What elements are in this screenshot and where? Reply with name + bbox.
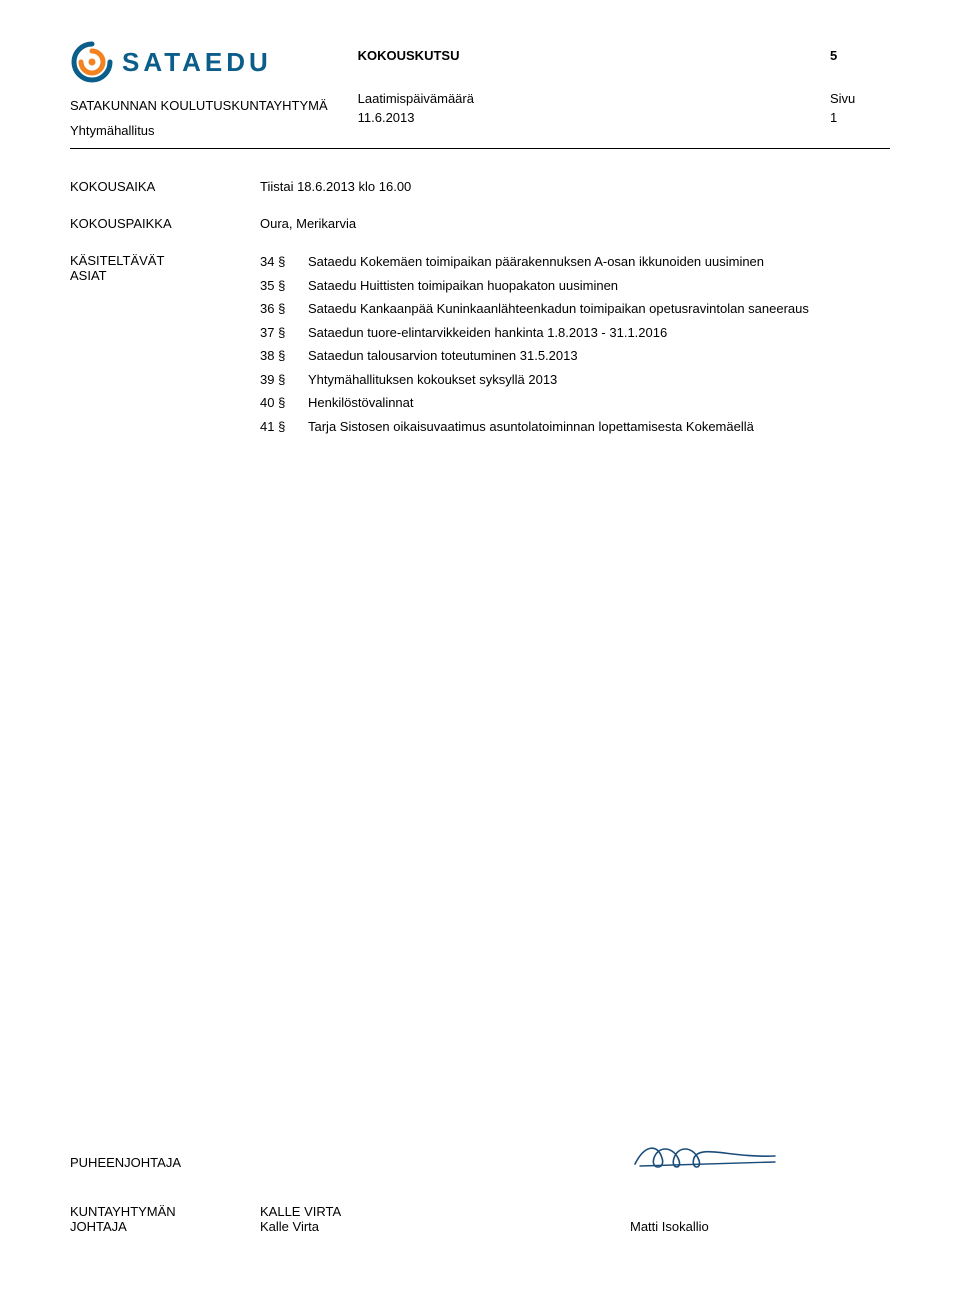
asiat-label-2: ASIAT (70, 268, 260, 283)
footer: PUHEENJOHTAJA KUNTAYHTYMÄN JOHTAJA KALLE… (70, 1155, 890, 1234)
asiat-row: 38 § Sataedun talousarvion toteutuminen … (260, 347, 890, 365)
header-right: KOKOUSKUTSU 5 Laatimispäivämäärä Sivu 11… (358, 40, 890, 125)
header-row-1: KOKOUSKUTSU 5 (358, 48, 890, 63)
right-col: Tiistai 18.6.2013 klo 16.00 Oura, Merika… (260, 179, 890, 441)
asiat-text: Sataedun talousarvion toteutuminen 31.5.… (308, 347, 890, 365)
asiat-num: 35 § (260, 277, 308, 295)
asiat-text: Sataedu Huittisten toimipaikan huopakato… (308, 277, 890, 295)
doc-type: KOKOUSKUTSU (358, 48, 830, 63)
chair-name: Kalle Virta (260, 1219, 630, 1234)
time-value: Tiistai 18.6.2013 klo 16.00 (260, 179, 890, 194)
subunit: Yhtymähallitus (70, 123, 328, 138)
asiat-text: Yhtymähallituksen kokoukset syksyllä 201… (308, 371, 890, 389)
asiat-text: Sataedu Kankaanpää Kuninkaanlähteenkadun… (308, 300, 890, 318)
asiat-num: 38 § (260, 347, 308, 365)
director-name-block: Matti Isokallio (630, 1204, 890, 1234)
place-value: Oura, Merikarvia (260, 216, 890, 231)
director-label-block: KUNTAYHTYMÄN JOHTAJA (70, 1204, 260, 1234)
page-label: Sivu (830, 91, 890, 106)
director-name: Matti Isokallio (630, 1219, 890, 1234)
logo-text: SATAEDU (122, 47, 272, 78)
asiat-num: 36 § (260, 300, 308, 318)
asiat-num: 37 § (260, 324, 308, 342)
footer-row-chair: PUHEENJOHTAJA (70, 1155, 890, 1170)
asiat-row: 36 § Sataedu Kankaanpää Kuninkaanlähteen… (260, 300, 890, 318)
date-value: 11.6.2013 (358, 110, 830, 125)
asiat-row: 39 § Yhtymähallituksen kokoukset syksyll… (260, 371, 890, 389)
asiat-num: 39 § (260, 371, 308, 389)
asiat-text: Sataedun tuore-elintarvikkeiden hankinta… (308, 324, 890, 342)
org-name: SATAKUNNAN KOULUTUSKUNTAYHTYMÄ (70, 98, 328, 113)
director-label-1: KUNTAYHTYMÄN (70, 1204, 260, 1219)
header-row-3: 11.6.2013 1 (358, 110, 890, 125)
logo-swirl-icon (70, 40, 114, 84)
asiat-num: 41 § (260, 418, 308, 436)
asiat-list: 34 § Sataedu Kokemäen toimipaikan päärak… (260, 253, 890, 435)
chair-names: KALLE VIRTA Kalle Virta (260, 1204, 630, 1234)
footer-row-names: KUNTAYHTYMÄN JOHTAJA KALLE VIRTA Kalle V… (70, 1204, 890, 1234)
logo: SATAEDU (70, 40, 328, 84)
asiat-text: Sataedu Kokemäen toimipaikan päärakennuk… (308, 253, 890, 271)
logo-block: SATAEDU SATAKUNNAN KOULUTUSKUNTAYHTYMÄ Y… (70, 40, 328, 138)
date-label: Laatimispäivämäärä (358, 91, 830, 106)
asiat-label-1: KÄSITELTÄVÄT (70, 253, 260, 268)
body-block: KOKOUSAIKA KOKOUSPAIKKA KÄSITELTÄVÄT ASI… (70, 179, 890, 441)
asiat-row: 37 § Sataedun tuore-elintarvikkeiden han… (260, 324, 890, 342)
time-label: KOKOUSAIKA (70, 179, 260, 194)
signature-icon (630, 1136, 780, 1176)
asiat-num: 34 § (260, 253, 308, 271)
left-col: KOKOUSAIKA KOKOUSPAIKKA KÄSITELTÄVÄT ASI… (70, 179, 260, 441)
asiat-row: 35 § Sataedu Huittisten toimipaikan huop… (260, 277, 890, 295)
page-value: 1 (830, 110, 890, 125)
header-row-2: Laatimispäivämäärä Sivu (358, 91, 890, 106)
asiat-row: 41 § Tarja Sistosen oikaisuvaatimus asun… (260, 418, 890, 436)
asiat-row: 40 § Henkilöstövalinnat (260, 394, 890, 412)
asiat-num: 40 § (260, 394, 308, 412)
chair-label: PUHEENJOHTAJA (70, 1155, 260, 1170)
divider (70, 148, 890, 149)
asiat-row: 34 § Sataedu Kokemäen toimipaikan päärak… (260, 253, 890, 271)
place-label: KOKOUSPAIKKA (70, 216, 260, 231)
doc-number: 5 (830, 48, 890, 63)
header: SATAEDU SATAKUNNAN KOULUTUSKUNTAYHTYMÄ Y… (70, 40, 890, 138)
asiat-text: Tarja Sistosen oikaisuvaatimus asuntolat… (308, 418, 890, 436)
director-label-2: JOHTAJA (70, 1219, 260, 1234)
asiat-text: Henkilöstövalinnat (308, 394, 890, 412)
page: SATAEDU SATAKUNNAN KOULUTUSKUNTAYHTYMÄ Y… (0, 0, 960, 1294)
chair-name-upper: KALLE VIRTA (260, 1204, 630, 1219)
